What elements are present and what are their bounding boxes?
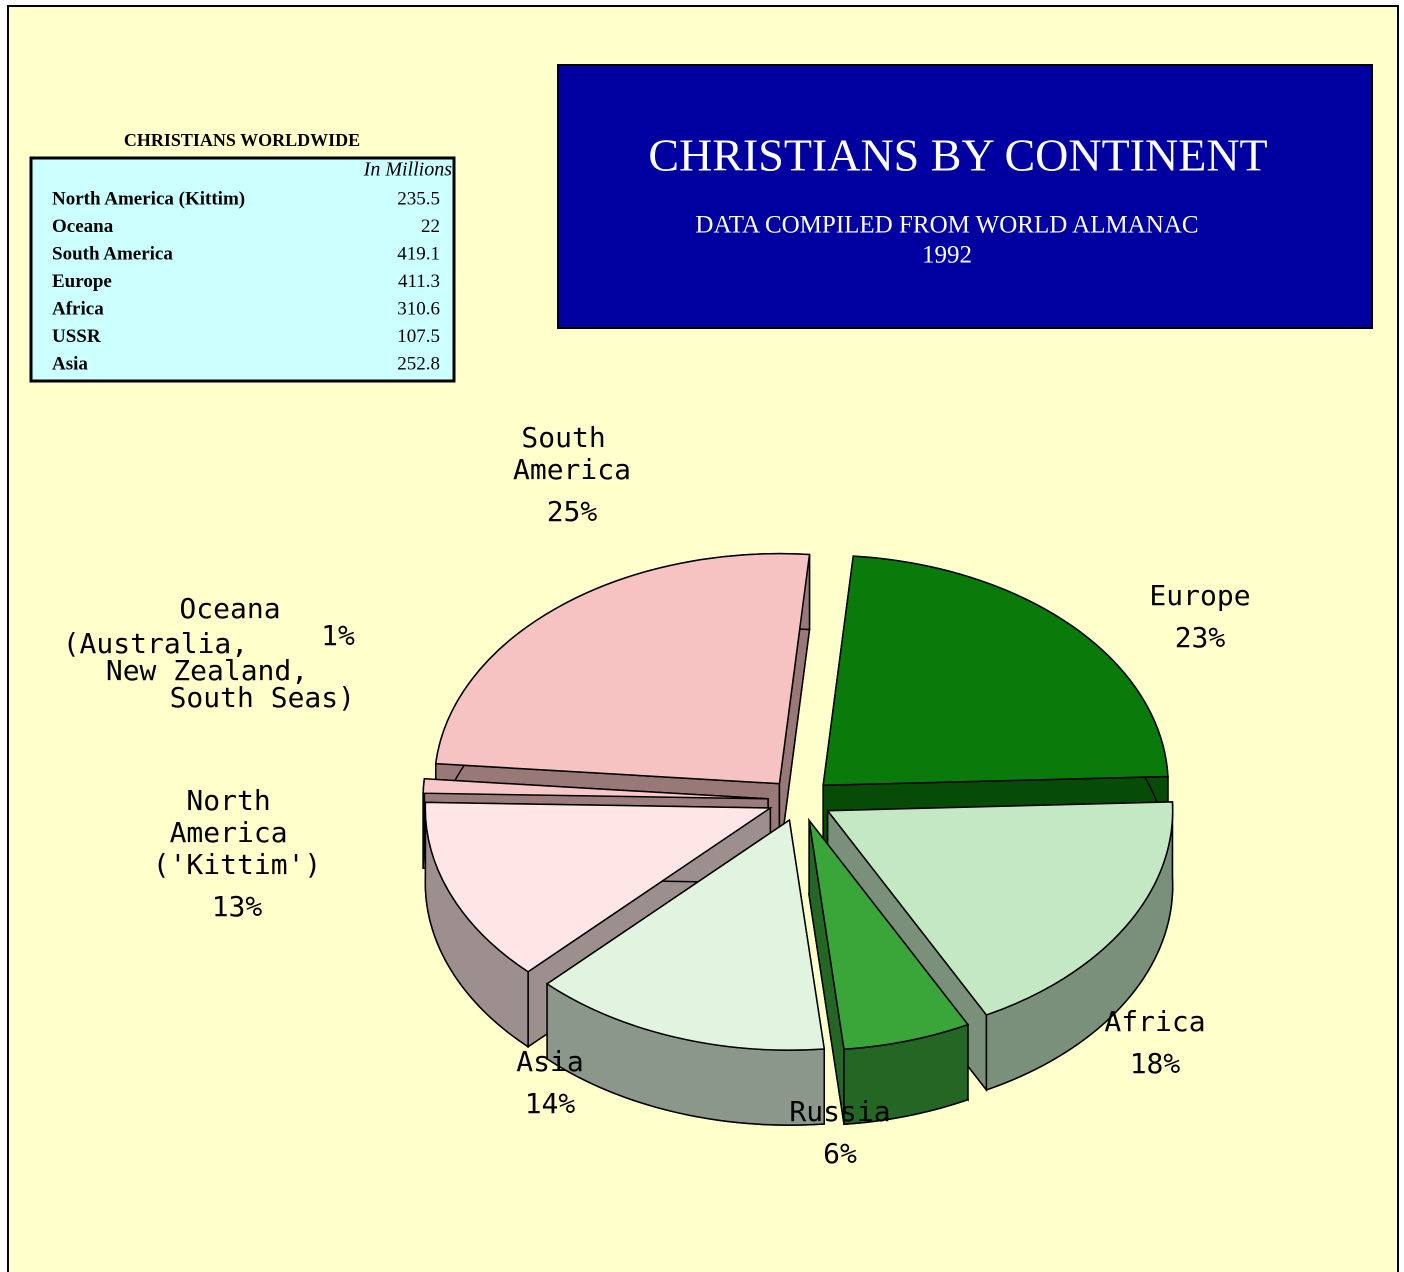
slice-label: Oceana <box>179 592 280 625</box>
table-row-name: North America (Kittim) <box>52 188 245 209</box>
slice <box>545 818 826 1126</box>
slice-top <box>545 818 826 1051</box>
chart-title: CHRISTIANS BY CONTINENT <box>648 130 1267 181</box>
table-row-value: 107.5 <box>397 326 440 347</box>
subtitle-year: 1992 <box>922 242 972 269</box>
value-label: 1% <box>321 619 355 652</box>
table-title: CHRISTIANS WORLDWIDE <box>124 130 360 150</box>
table-row-value: 22 <box>421 216 440 237</box>
table-unit: In Millions <box>363 159 453 181</box>
table-row-value: 252.8 <box>397 353 440 374</box>
slice-label: South America <box>513 421 631 486</box>
table-row-name: Asia <box>52 353 88 374</box>
slice-label: Russia <box>789 1095 890 1128</box>
subtitle: DATA COMPILED FROM WORLD ALMANAC <box>695 212 1198 239</box>
table-row-value: 419.1 <box>397 243 440 264</box>
table-row-value: 411.3 <box>398 271 440 292</box>
table-row-value: 235.5 <box>397 188 440 209</box>
slice-top <box>807 817 970 1051</box>
table-row-name: USSR <box>52 326 101 347</box>
value-label: 14% <box>525 1087 576 1120</box>
value-label: 25% <box>547 495 598 528</box>
table-box <box>29 156 456 383</box>
value-label: 18% <box>1130 1047 1181 1080</box>
table-row-value: 310.6 <box>397 298 440 319</box>
slice-label: Asia <box>516 1045 583 1078</box>
slice-top <box>422 777 769 800</box>
value-label: 23% <box>1175 621 1226 654</box>
title-box <box>557 64 1373 329</box>
table-row-name: South America <box>52 243 173 264</box>
value-label: 13% <box>212 890 263 923</box>
slice-top <box>434 552 811 785</box>
slice-top <box>826 801 1174 1016</box>
slice-label: North America ('Kittim') <box>153 784 322 881</box>
slice-label: Europe <box>1149 579 1250 612</box>
slice-top <box>822 555 1169 787</box>
table-row-name: Oceana <box>52 216 114 237</box>
slice-label: Africa <box>1104 1005 1205 1038</box>
slice <box>807 817 970 1126</box>
table-row-name: Europe <box>52 271 112 292</box>
value-label: 6% <box>823 1137 857 1170</box>
table-row-name: Africa <box>52 298 104 319</box>
slice-top <box>424 801 773 973</box>
annotation: (Australia, New Zealand, South Seas) <box>63 627 355 714</box>
